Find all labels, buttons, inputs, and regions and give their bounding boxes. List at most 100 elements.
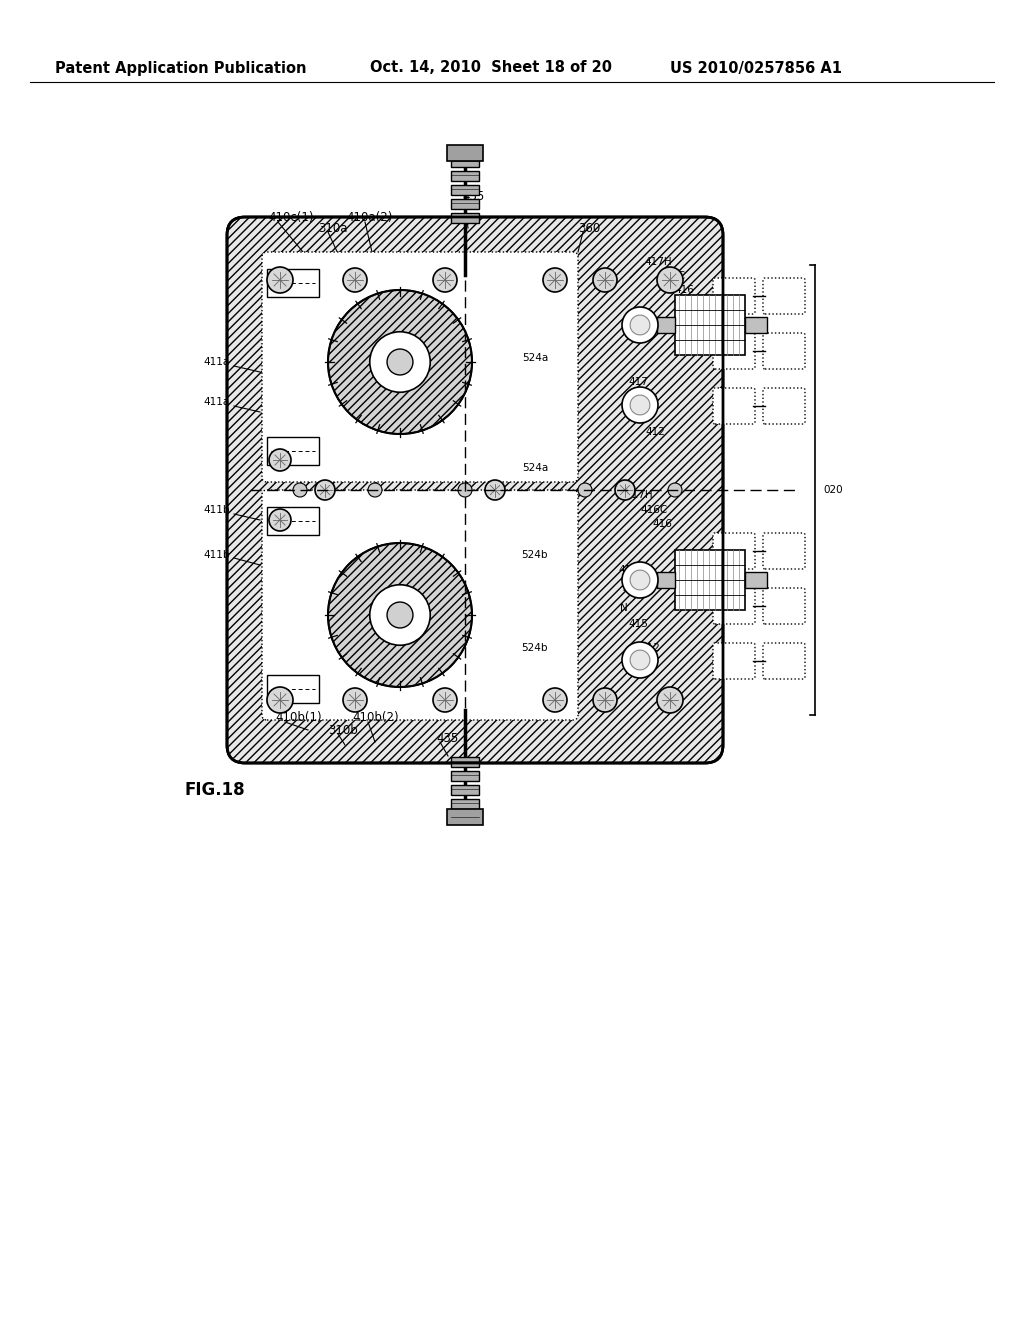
Circle shape <box>593 268 617 292</box>
Circle shape <box>630 315 650 335</box>
Text: 412: 412 <box>645 426 665 437</box>
Circle shape <box>657 267 683 293</box>
Text: 410c(1): 410c(1) <box>268 211 313 224</box>
Bar <box>451 185 479 195</box>
Text: 411b: 411b <box>204 506 230 515</box>
Circle shape <box>328 543 472 686</box>
Circle shape <box>630 570 650 590</box>
Bar <box>451 172 479 181</box>
Circle shape <box>630 651 650 671</box>
Circle shape <box>315 480 335 500</box>
Text: 524a: 524a <box>522 463 548 473</box>
Circle shape <box>668 483 682 498</box>
Text: 310a: 310a <box>318 222 347 235</box>
FancyBboxPatch shape <box>713 279 755 314</box>
Text: 418: 418 <box>622 585 642 595</box>
Circle shape <box>343 688 367 711</box>
FancyBboxPatch shape <box>763 533 805 569</box>
Bar <box>657 317 675 333</box>
Bar <box>451 799 479 809</box>
Circle shape <box>387 602 413 628</box>
Circle shape <box>657 686 683 713</box>
Text: 415: 415 <box>628 619 648 630</box>
Text: 416: 416 <box>652 519 672 529</box>
Text: 417H: 417H <box>644 257 672 267</box>
Text: 416: 416 <box>674 285 694 294</box>
Bar <box>451 213 479 223</box>
Text: 415: 415 <box>686 300 706 309</box>
Text: 411a: 411a <box>204 356 230 367</box>
Circle shape <box>433 268 457 292</box>
FancyBboxPatch shape <box>713 587 755 624</box>
Text: FIG.18: FIG.18 <box>185 781 246 799</box>
Circle shape <box>578 483 592 498</box>
Text: 430: 430 <box>415 620 435 630</box>
Text: 020: 020 <box>823 484 843 495</box>
FancyBboxPatch shape <box>713 643 755 678</box>
Circle shape <box>622 642 658 678</box>
Text: 410b(2): 410b(2) <box>352 711 398 725</box>
Circle shape <box>269 510 291 531</box>
Bar <box>451 157 479 168</box>
Circle shape <box>543 268 567 292</box>
Circle shape <box>343 268 367 292</box>
Text: 417H: 417H <box>625 490 652 500</box>
FancyBboxPatch shape <box>713 388 755 424</box>
FancyBboxPatch shape <box>262 252 578 482</box>
FancyBboxPatch shape <box>713 533 755 569</box>
Circle shape <box>593 688 617 711</box>
Text: 435: 435 <box>436 731 459 744</box>
Circle shape <box>267 686 293 713</box>
Text: 411a: 411a <box>204 397 230 407</box>
Circle shape <box>368 483 382 498</box>
FancyBboxPatch shape <box>262 490 578 719</box>
Text: 410a(2): 410a(2) <box>346 211 392 224</box>
Bar <box>447 145 483 161</box>
Text: 411b: 411b <box>204 550 230 560</box>
Text: Oct. 14, 2010  Sheet 18 of 20: Oct. 14, 2010 Sheet 18 of 20 <box>370 61 612 75</box>
Bar <box>675 294 745 355</box>
Text: 416C: 416C <box>640 506 668 515</box>
Text: 524b: 524b <box>521 550 548 560</box>
Circle shape <box>543 688 567 711</box>
FancyBboxPatch shape <box>763 643 805 678</box>
Text: 524b: 524b <box>521 643 548 653</box>
FancyBboxPatch shape <box>713 333 755 370</box>
Text: Patent Application Publication: Patent Application Publication <box>55 61 306 75</box>
Bar <box>267 507 319 535</box>
Bar <box>657 572 675 587</box>
Text: N: N <box>620 603 628 612</box>
Circle shape <box>328 290 472 434</box>
Circle shape <box>387 348 413 375</box>
Text: 418: 418 <box>638 395 657 405</box>
Bar <box>675 550 745 610</box>
Text: 435: 435 <box>462 190 484 202</box>
Circle shape <box>485 480 505 500</box>
Circle shape <box>267 267 293 293</box>
FancyBboxPatch shape <box>763 279 805 314</box>
Text: US 2010/0257856 A1: US 2010/0257856 A1 <box>670 61 842 75</box>
Text: 524a: 524a <box>522 352 548 363</box>
Circle shape <box>630 395 650 414</box>
Circle shape <box>615 480 635 500</box>
Bar <box>745 317 767 333</box>
Bar <box>447 809 483 825</box>
Bar <box>451 199 479 209</box>
Circle shape <box>622 562 658 598</box>
Bar <box>267 437 319 465</box>
Text: 416C: 416C <box>658 271 685 281</box>
Bar <box>451 785 479 795</box>
Text: 310b: 310b <box>328 723 357 737</box>
Circle shape <box>293 483 307 498</box>
Bar <box>451 813 479 822</box>
Bar <box>451 756 479 767</box>
Bar <box>267 675 319 704</box>
Circle shape <box>622 308 658 343</box>
Text: 360: 360 <box>578 222 600 235</box>
Circle shape <box>622 387 658 422</box>
FancyBboxPatch shape <box>763 587 805 624</box>
Bar <box>267 269 319 297</box>
Circle shape <box>370 585 430 645</box>
FancyBboxPatch shape <box>763 333 805 370</box>
Circle shape <box>370 331 430 392</box>
